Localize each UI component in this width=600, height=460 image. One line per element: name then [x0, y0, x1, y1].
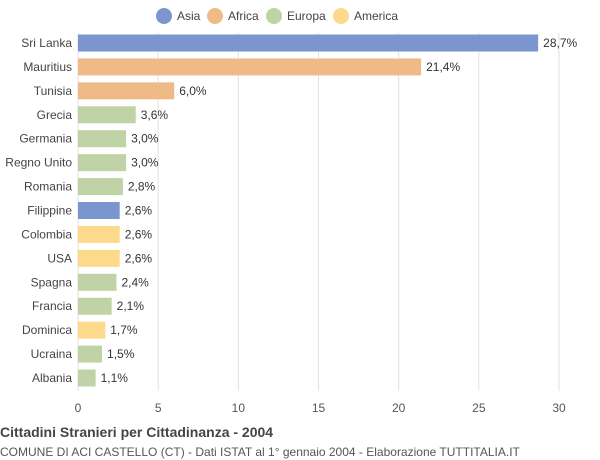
- legend-label-europa: Europa: [287, 9, 326, 23]
- bar-albania: [78, 369, 96, 387]
- x-tick-label: 5: [155, 401, 162, 415]
- bar-tunisia: [78, 82, 175, 100]
- legend-swatch-asia: [156, 8, 172, 24]
- x-tick-label: 0: [75, 401, 82, 415]
- category-label-sri-lanka: Sri Lanka: [21, 36, 72, 50]
- category-label-usa: USA: [47, 251, 72, 265]
- x-tick-label: 30: [552, 401, 566, 415]
- bar-sri-lanka: [78, 34, 539, 52]
- value-label-ucraina: 1,5%: [107, 347, 135, 361]
- value-label-regno-unito: 3,0%: [131, 156, 159, 170]
- bar-grecia: [78, 106, 136, 124]
- x-tick-label: 20: [392, 401, 406, 415]
- bar-germania: [78, 130, 127, 148]
- chart-subtitle: COMUNE DI ACI CASTELLO (CT) - Dati ISTAT…: [0, 445, 520, 459]
- legend-label-america: America: [354, 9, 399, 23]
- x-tick-label: 15: [312, 401, 326, 415]
- x-tick-label: 10: [232, 401, 246, 415]
- category-label-mauritius: Mauritius: [23, 60, 72, 74]
- bar-romania: [78, 178, 123, 196]
- category-label-spagna: Spagna: [31, 275, 73, 289]
- legend: Asia Africa Europa America: [0, 5, 600, 27]
- category-labels: Sri Lanka Mauritius Tunisia Grecia Germania R…: [5, 36, 72, 385]
- legend-item-europa: Europa: [266, 5, 326, 27]
- legend-swatch-america: [333, 8, 349, 24]
- value-label-sri-lanka: 28,7%: [543, 36, 577, 50]
- bar-regno-unito: [78, 154, 127, 172]
- value-label-romania: 2,8%: [128, 180, 156, 194]
- legend-item-asia: Asia: [156, 5, 200, 27]
- value-label-dominica: 1,7%: [110, 323, 138, 337]
- bar-filippine: [78, 202, 120, 220]
- legend-item-america: America: [333, 5, 398, 27]
- legend-swatch-africa: [207, 8, 223, 24]
- legend-item-africa: Africa: [207, 5, 259, 27]
- category-label-filippine: Filippine: [27, 204, 72, 218]
- bar-spagna: [78, 273, 117, 291]
- value-label-filippine: 2,6%: [125, 204, 153, 218]
- value-label-mauritius: 21,4%: [426, 60, 460, 74]
- category-label-romania: Romania: [24, 180, 72, 194]
- x-axis-ticks: 0 5 10 15 20 25 30: [75, 401, 566, 415]
- x-tick-label: 25: [472, 401, 486, 415]
- bar-francia: [78, 297, 112, 315]
- category-label-tunisia: Tunisia: [34, 84, 73, 98]
- category-label-francia: Francia: [32, 299, 72, 313]
- bar-dominica: [78, 321, 106, 339]
- bar-usa: [78, 249, 120, 267]
- value-label-francia: 2,1%: [117, 299, 145, 313]
- chart-title: Cittadini Stranieri per Cittadinanza - 2…: [0, 424, 274, 440]
- bar-colombia: [78, 225, 120, 243]
- value-label-germania: 3,0%: [131, 132, 159, 146]
- legend-swatch-europa: [266, 8, 282, 24]
- value-labels: 28,7% 21,4% 6,0% 3,6% 3,0% 3,0% 2,8% 2,6% 2,6% 2,…: [101, 36, 578, 385]
- value-label-usa: 2,6%: [125, 251, 153, 265]
- category-label-dominica: Dominica: [22, 323, 72, 337]
- category-label-colombia: Colombia: [21, 227, 72, 241]
- bars: [78, 34, 539, 387]
- category-label-germania: Germania: [19, 132, 72, 146]
- bar-ucraina: [78, 345, 103, 363]
- value-label-colombia: 2,6%: [125, 227, 153, 241]
- legend-label-africa: Africa: [228, 9, 259, 23]
- category-label-regno-unito: Regno Unito: [5, 156, 72, 170]
- value-label-grecia: 3,6%: [141, 108, 169, 122]
- category-label-albania: Albania: [32, 371, 72, 385]
- value-label-spagna: 2,4%: [121, 275, 149, 289]
- bar-mauritius: [78, 58, 422, 76]
- category-label-grecia: Grecia: [37, 108, 73, 122]
- value-label-albania: 1,1%: [101, 371, 129, 385]
- value-label-tunisia: 6,0%: [179, 84, 207, 98]
- category-label-ucraina: Ucraina: [31, 347, 73, 361]
- legend-label-asia: Asia: [177, 9, 201, 23]
